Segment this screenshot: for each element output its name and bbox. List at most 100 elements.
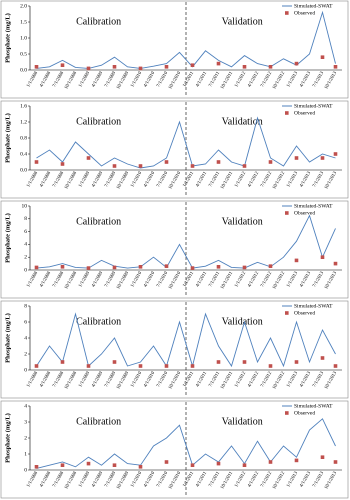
x-tick-label: 10/1/2010 bbox=[168, 71, 182, 91]
x-tick-label: 4/1/2008 bbox=[39, 271, 52, 289]
x-tick-label: 10/1/2013 bbox=[324, 471, 338, 491]
y-tick-label: 1 bbox=[24, 451, 27, 457]
observed-point bbox=[190, 266, 195, 270]
y-tick-label: 1.5 bbox=[20, 19, 27, 25]
observed-point bbox=[294, 458, 299, 463]
x-tick-label: 1/1/2012 bbox=[234, 371, 247, 389]
x-tick-label: 7/1/2013 bbox=[312, 71, 325, 89]
observed-point bbox=[190, 63, 195, 67]
x-tick-label: 10/1/2012 bbox=[272, 271, 286, 291]
observed-point bbox=[216, 265, 221, 269]
observed-point bbox=[86, 156, 91, 160]
series-line bbox=[36, 214, 336, 269]
x-tick-label: 1/1/2012 bbox=[234, 71, 247, 89]
series-line bbox=[36, 116, 336, 169]
x-tick-label: 10/1/2013 bbox=[324, 71, 338, 91]
x-tick-label: 1/1/2010 bbox=[130, 471, 143, 489]
observed-point bbox=[268, 364, 273, 368]
observed-point bbox=[268, 65, 273, 69]
observed-point bbox=[164, 160, 169, 164]
x-tick-label: 1/1/2010 bbox=[130, 271, 143, 289]
observed-point bbox=[34, 265, 39, 270]
x-tick-label: 1/1/2013 bbox=[286, 271, 299, 289]
x-tick-label: 4/1/2013 bbox=[299, 71, 312, 89]
y-axis-title: Phosphate (mg/L) bbox=[4, 313, 11, 363]
observed-point bbox=[86, 66, 91, 71]
x-tick-label: 4/1/2009 bbox=[91, 71, 104, 89]
y-tick-label: 0 bbox=[24, 367, 27, 373]
x-tick-label: 10/1/2008 bbox=[64, 271, 78, 291]
observed-point bbox=[333, 460, 338, 464]
x-tick-label: 7/1/2008 bbox=[52, 171, 65, 189]
x-tick-label: 7/1/2011 bbox=[208, 371, 221, 389]
legend-swatch bbox=[285, 111, 289, 115]
x-tick-label: 4/1/2011 bbox=[195, 71, 208, 89]
x-tick-label: 4/1/2008 bbox=[39, 71, 52, 89]
observed-point bbox=[164, 65, 169, 69]
panel-frame bbox=[0, 400, 349, 499]
observed-point bbox=[190, 164, 195, 168]
x-tick-label: 1/1/2011 bbox=[182, 271, 195, 289]
x-tick-label: 4/1/2010 bbox=[143, 371, 156, 389]
x-tick-label: 7/1/2009 bbox=[104, 171, 117, 189]
x-tick-label: 1/1/2010 bbox=[130, 171, 143, 189]
x-tick-label: 10/1/2011 bbox=[220, 371, 234, 391]
y-tick-label: 0.0 bbox=[20, 67, 27, 73]
y-axis-title: Phosphate (mg/L) bbox=[4, 113, 11, 163]
x-tick-label: 1/1/2009 bbox=[78, 271, 91, 289]
observed-point bbox=[190, 463, 195, 467]
y-tick-label: 1.0 bbox=[20, 35, 27, 41]
observed-point bbox=[216, 461, 221, 466]
x-tick-label: 4/1/2009 bbox=[91, 171, 104, 189]
x-tick-label: 10/1/2011 bbox=[220, 171, 234, 191]
x-tick-label: 4/1/2011 bbox=[195, 471, 208, 489]
observed-point bbox=[164, 364, 169, 368]
x-tick-label: 4/1/2011 bbox=[195, 171, 208, 189]
x-tick-label: 10/1/2012 bbox=[272, 171, 286, 191]
x-tick-label: 4/1/2013 bbox=[299, 371, 312, 389]
x-tick-label: 1/1/2013 bbox=[286, 171, 299, 189]
annotation: Validation bbox=[222, 216, 263, 227]
x-tick-label: 1/1/2009 bbox=[78, 71, 91, 89]
x-tick-label: 10/1/2009 bbox=[116, 471, 130, 491]
x-tick-label: 7/1/2009 bbox=[104, 471, 117, 489]
y-tick-label: 0.0 bbox=[20, 167, 27, 173]
y-tick-label: 0.8 bbox=[20, 135, 27, 141]
x-tick-label: 7/1/2010 bbox=[156, 471, 169, 489]
x-tick-label: 4/1/2012 bbox=[247, 471, 260, 489]
x-tick-label: 7/1/2013 bbox=[312, 371, 325, 389]
x-tick-label: 4/1/2011 bbox=[195, 271, 208, 289]
series-line bbox=[36, 418, 336, 469]
observed-point bbox=[60, 463, 65, 467]
y-tick-label: 0.5 bbox=[20, 51, 27, 57]
observed-point bbox=[294, 258, 299, 263]
x-tick-label: 7/1/2010 bbox=[156, 371, 169, 389]
x-tick-label: 1/1/2011 bbox=[182, 371, 195, 389]
x-tick-label: 4/1/2012 bbox=[247, 71, 260, 89]
panel-frame bbox=[0, 300, 349, 399]
x-tick-label: 10/1/2010 bbox=[168, 271, 182, 291]
x-tick-label: 4/1/2010 bbox=[143, 271, 156, 289]
observed-point bbox=[333, 261, 338, 266]
legend-label: Observed bbox=[294, 310, 315, 316]
x-tick-label: 7/1/2008 bbox=[52, 471, 65, 489]
y-tick-label: 3 bbox=[24, 419, 27, 425]
observed-point bbox=[138, 364, 143, 368]
x-tick-label: 4/1/2012 bbox=[247, 271, 260, 289]
panel-frame bbox=[0, 100, 349, 199]
observed-point bbox=[112, 65, 117, 69]
annotation: Calibration bbox=[76, 416, 121, 427]
x-tick-label: 1/1/2011 bbox=[182, 471, 195, 489]
panel: Phosphate (mg/L)0.00.51.01.52.01/1/2008 4… bbox=[0, 0, 349, 99]
x-tick-label: 7/1/2009 bbox=[104, 71, 117, 89]
x-tick-label: 7/1/2009 bbox=[104, 271, 117, 289]
observed-point bbox=[60, 162, 65, 166]
x-tick-label: 4/1/2013 bbox=[299, 171, 312, 189]
y-axis-title: Phosphate (mg/L) bbox=[4, 13, 11, 63]
x-tick-label: 1/1/2011 bbox=[182, 71, 195, 89]
observed-point bbox=[86, 266, 91, 270]
x-tick-label: 7/1/2012 bbox=[260, 171, 273, 189]
observed-point bbox=[34, 465, 39, 469]
y-tick-label: 2 bbox=[24, 254, 27, 260]
